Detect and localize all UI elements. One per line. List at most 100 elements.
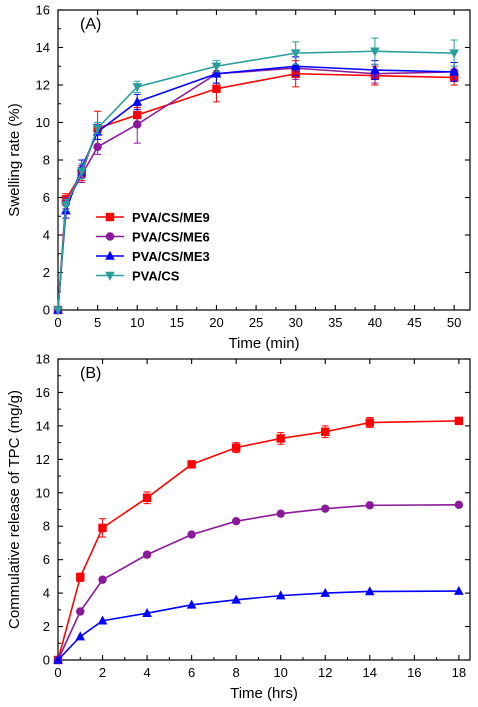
data-point bbox=[53, 306, 63, 316]
y-tick-label: 8 bbox=[43, 519, 50, 534]
plot-frame bbox=[57, 358, 471, 661]
data-point bbox=[365, 418, 374, 427]
series-line bbox=[57, 420, 459, 661]
data-point bbox=[290, 49, 301, 59]
data-point bbox=[75, 631, 86, 641]
data-point bbox=[290, 61, 301, 71]
data-point bbox=[142, 550, 152, 559]
y-tick-label: 18 bbox=[36, 352, 50, 367]
series-line bbox=[57, 72, 455, 311]
data-point bbox=[132, 83, 143, 93]
series-1 bbox=[53, 500, 464, 665]
x-tick-label: 10 bbox=[130, 315, 144, 330]
data-point bbox=[275, 590, 286, 600]
legend-label: PVA/CS bbox=[132, 269, 180, 284]
y-axis-label: Commulative release of TPC (mg/g) bbox=[6, 390, 23, 629]
x-tick-label: 5 bbox=[94, 315, 101, 330]
legend-label: PVA/CS/ME3 bbox=[132, 249, 210, 264]
x-tick-label: 45 bbox=[407, 315, 421, 330]
y-tick-label: 4 bbox=[43, 586, 50, 601]
data-point bbox=[231, 443, 241, 452]
plot-frame bbox=[57, 9, 471, 311]
data-point bbox=[93, 142, 102, 152]
data-point bbox=[454, 500, 464, 510]
x-tick-label: 18 bbox=[452, 665, 466, 680]
x-tick-label: 20 bbox=[209, 315, 223, 330]
series-2 bbox=[53, 585, 464, 664]
x-tick-label: 35 bbox=[328, 315, 342, 330]
legend: PVA/CS/ME9 PVA/CS/ME6 PVA/CS/ME3 PVA/CS bbox=[96, 210, 210, 284]
y-tick-label: 6 bbox=[43, 552, 50, 567]
data-point bbox=[449, 66, 459, 76]
data-point bbox=[454, 416, 464, 426]
data-point bbox=[142, 607, 152, 617]
data-point bbox=[211, 62, 222, 72]
y-tick-label: 6 bbox=[43, 190, 50, 205]
legend-label: PVA/CS/ME6 bbox=[132, 230, 210, 245]
y-tick-label: 12 bbox=[36, 452, 50, 467]
series-line bbox=[57, 504, 459, 661]
y-tick-label: 0 bbox=[43, 303, 50, 318]
data-point bbox=[365, 501, 374, 510]
y-axis-label: Swelling rate (%) bbox=[6, 103, 23, 216]
data-point bbox=[76, 167, 87, 177]
legend-label: PVA/CS/ME9 bbox=[132, 210, 210, 225]
x-tick-label: 0 bbox=[54, 315, 61, 330]
series-line bbox=[57, 50, 455, 311]
data-point bbox=[370, 64, 380, 74]
x-tick-label: 4 bbox=[143, 665, 150, 680]
data-point bbox=[61, 201, 71, 211]
data-point bbox=[187, 530, 196, 539]
x-tick-label: 8 bbox=[233, 665, 240, 680]
legend-marker bbox=[105, 271, 115, 281]
x-tick-label: 12 bbox=[318, 665, 332, 680]
data-point bbox=[98, 575, 107, 584]
y-tick-label: 2 bbox=[43, 619, 50, 634]
series-0 bbox=[53, 416, 464, 665]
x-axis-label: Time (min) bbox=[228, 335, 299, 352]
y-tick-label: 16 bbox=[36, 385, 50, 400]
x-tick-label: 14 bbox=[363, 665, 377, 680]
x-tick-label: 15 bbox=[170, 315, 184, 330]
x-tick-label: 10 bbox=[273, 665, 287, 680]
data-point bbox=[231, 517, 241, 526]
y-tick-label: 2 bbox=[43, 265, 50, 280]
y-tick-label: 8 bbox=[43, 153, 50, 168]
data-point bbox=[321, 504, 330, 513]
data-point bbox=[364, 586, 375, 596]
data-point bbox=[370, 47, 380, 57]
y-tick-label: 16 bbox=[36, 3, 50, 18]
data-point bbox=[449, 49, 459, 59]
legend-marker bbox=[105, 212, 115, 222]
series-line bbox=[57, 67, 455, 311]
data-point bbox=[98, 523, 107, 533]
data-point bbox=[320, 587, 331, 597]
panel-label: (B) bbox=[80, 365, 101, 382]
y-tick-label: 12 bbox=[36, 78, 50, 93]
data-point bbox=[276, 434, 285, 443]
y-tick-label: 14 bbox=[36, 40, 50, 55]
panel-label: (A) bbox=[80, 16, 101, 33]
series-line bbox=[57, 65, 455, 311]
legend-marker bbox=[105, 250, 115, 260]
series-3 bbox=[53, 37, 459, 316]
chart-panel-b: 0 2 4 6 8 10 12 14 16 18 0 2 4 6 8 10 12 14 16 18 Time (hrs)… bbox=[6, 352, 471, 702]
data-point bbox=[92, 124, 103, 134]
data-point bbox=[53, 654, 63, 664]
x-axis-label: Time (hrs) bbox=[230, 685, 298, 702]
data-point bbox=[132, 96, 143, 106]
data-point bbox=[231, 594, 241, 604]
x-tick-label: 40 bbox=[368, 315, 382, 330]
y-tick-label: 10 bbox=[36, 115, 50, 130]
x-tick-label: 50 bbox=[447, 315, 461, 330]
x-tick-label: 2 bbox=[99, 665, 106, 680]
y-tick-label: 10 bbox=[36, 485, 50, 500]
x-tick-label: 0 bbox=[54, 665, 61, 680]
x-tick-label: 16 bbox=[407, 665, 421, 680]
series-line bbox=[57, 590, 459, 661]
y-tick-label: 0 bbox=[43, 653, 50, 668]
data-point bbox=[212, 84, 221, 93]
y-tick-label: 4 bbox=[43, 228, 50, 243]
data-point bbox=[276, 509, 285, 518]
